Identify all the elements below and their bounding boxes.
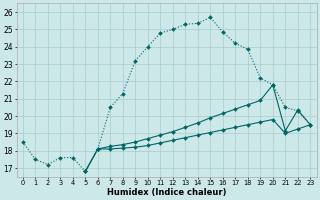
X-axis label: Humidex (Indice chaleur): Humidex (Indice chaleur) — [107, 188, 226, 197]
